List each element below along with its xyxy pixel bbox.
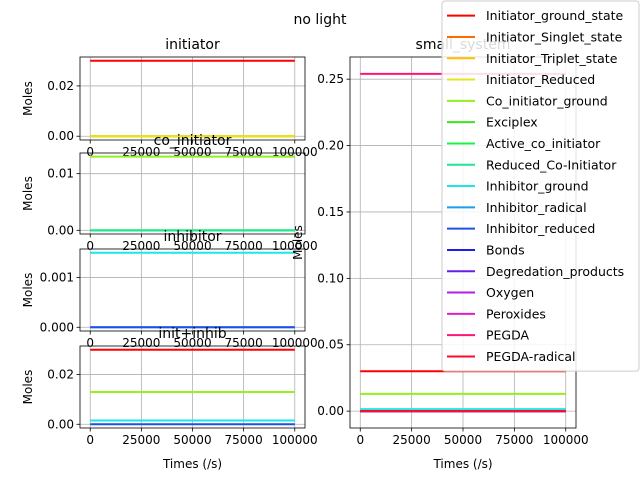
y-tick-label: 0.001 xyxy=(40,271,74,285)
x-tick-label: 75000 xyxy=(495,433,533,447)
y-axis-label: Moles xyxy=(21,81,35,116)
legend-label: Active_co_initiator xyxy=(486,136,601,151)
y-tick-label: 0.05 xyxy=(317,338,344,352)
legend-label: Peroxides xyxy=(486,306,546,321)
legend-label: Inhibitor_reduced xyxy=(486,221,595,236)
y-axis-label: Moles xyxy=(291,225,305,260)
x-tick-label: 0 xyxy=(86,336,94,350)
x-tick-label: 75000 xyxy=(225,145,263,159)
x-tick-label: 25000 xyxy=(122,433,160,447)
legend-label: Bonds xyxy=(486,242,525,257)
x-tick-label: 100000 xyxy=(272,433,318,447)
legend-label: Inhibitor_radical xyxy=(486,200,587,215)
legend-label: Exciplex xyxy=(486,115,538,130)
x-tick-label: 50000 xyxy=(173,336,211,350)
y-tick-label: 0.000 xyxy=(40,320,74,334)
x-axis-label: Times (/s) xyxy=(432,457,492,471)
chart-title: inhibitor xyxy=(163,229,221,245)
chart-panel-1: 0 25000 50000 75000 100000 0.00 0.02 initiator M… xyxy=(21,37,318,159)
x-axis-label: Times (/s) xyxy=(162,457,222,471)
x-tick-label: 100000 xyxy=(272,145,318,159)
chart-panel-3: 0 25000 50000 75000 100000 0.000 0.001 inhibito… xyxy=(21,229,318,350)
x-tick-label: 50000 xyxy=(173,145,211,159)
y-axis-label: Moles xyxy=(21,176,35,211)
x-tick-label: 75000 xyxy=(225,433,263,447)
y-tick-label: 0.02 xyxy=(47,79,74,93)
legend: Initiator_ground_state Initiator_Singlet_… xyxy=(441,0,640,372)
x-tick-label: 25000 xyxy=(122,336,160,350)
x-tick-label: 100000 xyxy=(272,336,318,350)
legend-box xyxy=(441,0,640,372)
y-tick-label: 0.00 xyxy=(47,223,74,237)
y-tick-label: 0.25 xyxy=(317,72,344,86)
legend-label: Initiator_Singlet_state xyxy=(486,29,623,44)
legend-label: Initiator_Reduced xyxy=(486,72,595,87)
legend-label: Reduced_Co-Initiator xyxy=(486,157,617,172)
legend-label: PEGDA-radical xyxy=(486,349,576,364)
y-tick-label: 0.15 xyxy=(317,205,344,219)
legend-label: Initiator_Triplet_state xyxy=(486,51,618,66)
y-tick-label: 0.10 xyxy=(317,271,344,285)
x-tick-label: 0 xyxy=(356,433,364,447)
x-tick-label: 0 xyxy=(86,239,94,253)
x-tick-label: 25000 xyxy=(122,145,160,159)
y-axis-label: Moles xyxy=(21,273,35,308)
legend-label: Initiator_ground_state xyxy=(486,8,624,23)
x-tick-label: 0 xyxy=(86,145,94,159)
x-tick-label: 50000 xyxy=(173,239,211,253)
legend-label: Inhibitor_ground xyxy=(486,179,589,194)
y-tick-label: 0.00 xyxy=(317,404,344,418)
x-tick-label: 25000 xyxy=(122,239,160,253)
x-tick-label: 0 xyxy=(86,433,94,447)
legend-label: Co_initiator_ground xyxy=(486,93,608,108)
x-tick-label: 50000 xyxy=(173,433,211,447)
x-tick-label: 75000 xyxy=(225,239,263,253)
chart-title: init+inhib xyxy=(158,326,226,342)
x-tick-label: 100000 xyxy=(272,239,318,253)
x-tick-label: 100000 xyxy=(543,433,589,447)
y-tick-label: 0.00 xyxy=(47,129,74,143)
y-tick-label: 0.01 xyxy=(47,167,74,181)
legend-label: Oxygen xyxy=(486,285,534,300)
x-tick-label: 50000 xyxy=(444,433,482,447)
chart-title: initiator xyxy=(165,37,220,53)
y-axis-label: Moles xyxy=(21,370,35,405)
y-tick-label: 0.02 xyxy=(47,368,74,382)
legend-label: Degredation_products xyxy=(486,264,624,279)
y-tick-label: 0.00 xyxy=(47,417,74,431)
legend-label: PEGDA xyxy=(486,328,530,343)
x-tick-label: 25000 xyxy=(393,433,431,447)
y-tick-label: 0.20 xyxy=(317,139,344,153)
chart-panel-4: 0 25000 50000 75000 100000 0.00 0.02 init+inhib… xyxy=(21,326,318,471)
chart-panel-2: 0 25000 50000 75000 100000 0.00 0.01 co_initiat… xyxy=(21,133,318,253)
chart-title: co_initiator xyxy=(154,133,232,149)
x-tick-label: 75000 xyxy=(225,336,263,350)
figure-title: no light xyxy=(294,12,347,28)
